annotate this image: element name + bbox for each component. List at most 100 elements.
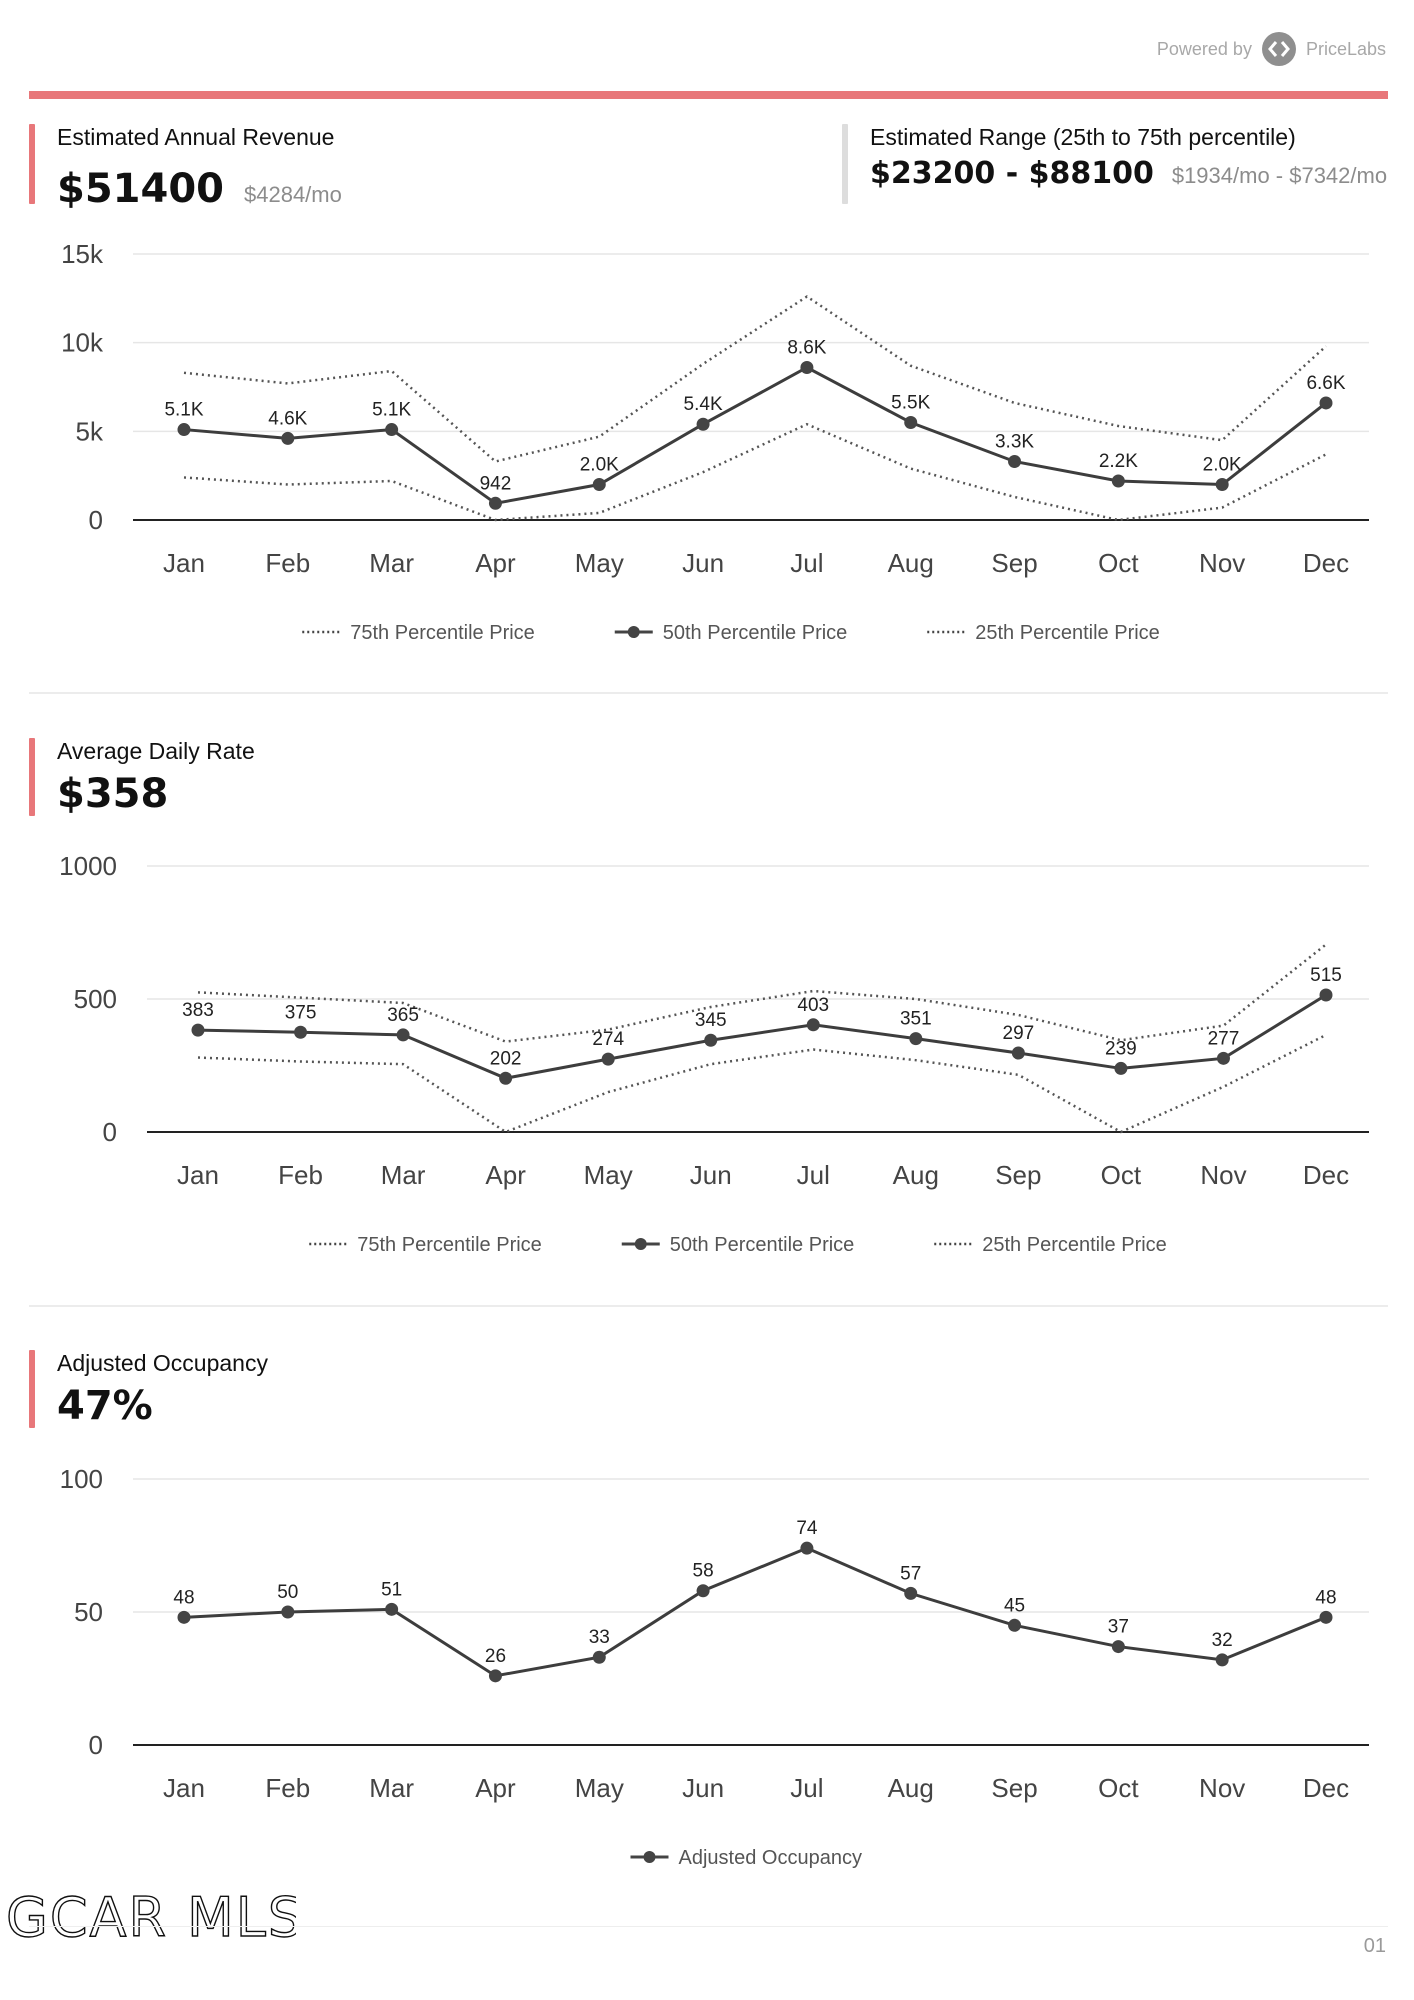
data-label: 2.0K — [580, 455, 619, 476]
data-label: 345 — [695, 1010, 727, 1031]
data-label: 2.0K — [1203, 455, 1242, 476]
legend-marker — [643, 1851, 656, 1863]
data-label: 239 — [1105, 1038, 1137, 1059]
data-label: 515 — [1310, 965, 1342, 986]
x-tick-label: Jun — [682, 548, 724, 578]
data-label: 45 — [1004, 1595, 1025, 1616]
data-label: 2.2K — [1099, 451, 1138, 472]
legend-marker — [627, 626, 640, 638]
x-tick-label: Jan — [163, 1773, 205, 1803]
data-point — [385, 1602, 399, 1616]
adr-label: Average Daily Rate — [57, 738, 255, 764]
x-tick-label: Sep — [991, 548, 1037, 578]
data-point — [281, 431, 295, 445]
data-point — [1111, 474, 1125, 488]
series-line-75th-percentile-price — [197, 943, 1327, 1043]
x-tick-label: Mar — [369, 548, 414, 578]
data-point — [904, 1586, 918, 1600]
x-tick-label: Aug — [888, 548, 934, 578]
revenue-value-row: $51400 $4284/mo — [57, 166, 342, 212]
data-point — [488, 1669, 502, 1683]
data-label: 5.1K — [372, 400, 411, 421]
data-label: 48 — [173, 1587, 194, 1608]
data-point — [696, 1584, 710, 1598]
data-label: 26 — [485, 1646, 506, 1667]
range-monthly: $1934/mo - $7342/mo — [1171, 163, 1388, 188]
legend-label: Adjusted Occupancy — [679, 1847, 862, 1869]
data-label: 8.6K — [787, 337, 826, 358]
legend-marker — [634, 1238, 647, 1250]
x-tick-label: Feb — [278, 1160, 323, 1190]
occupancy-accent — [29, 1350, 35, 1428]
range-label: Estimated Range (25th to 75th percentile… — [870, 124, 1296, 150]
legend-label: 75th Percentile Price — [357, 1234, 542, 1256]
data-point — [396, 1028, 410, 1042]
series-line-25th-percentile-price — [183, 422, 1327, 522]
x-tick-label: Jan — [163, 548, 205, 578]
data-point — [904, 415, 918, 429]
x-tick-label: Sep — [991, 1773, 1037, 1803]
x-tick-label: Apr — [475, 1773, 516, 1803]
series-line-75th-percentile-price — [183, 295, 1327, 463]
section-divider — [29, 1305, 1388, 1307]
x-tick-label: Jun — [682, 1773, 724, 1803]
y-tick-label: 5k — [76, 416, 104, 446]
data-point — [385, 423, 399, 437]
header-accent-bar — [29, 91, 1388, 99]
data-label: 351 — [900, 1009, 932, 1030]
x-tick-label: Aug — [888, 1773, 934, 1803]
x-tick-label: May — [575, 1773, 624, 1803]
gcar-mls-logo: GCAR MLS — [6, 1888, 296, 1944]
data-label: 365 — [387, 1005, 419, 1026]
powered-by: Powered by PriceLabs — [1157, 32, 1386, 66]
page-number: 01 — [1363, 1935, 1386, 1957]
adr-value: $358 — [57, 771, 169, 817]
legend-label: 50th Percentile Price — [670, 1234, 855, 1256]
x-tick-label: Dec — [1303, 1773, 1349, 1803]
range-value: $23200 - $88100 — [870, 156, 1154, 191]
data-point — [488, 496, 502, 510]
x-tick-label: Nov — [1200, 1160, 1246, 1190]
series-line-adjusted-occupancy — [183, 1546, 1327, 1678]
revenue-accent — [29, 124, 35, 204]
x-tick-label: Nov — [1199, 1773, 1245, 1803]
revenue-monthly: $4284/mo — [244, 182, 342, 207]
data-label: 74 — [796, 1518, 818, 1539]
occupancy-value: 47% — [57, 1383, 153, 1429]
x-tick-label: May — [575, 548, 624, 578]
x-tick-label: Feb — [265, 1773, 310, 1803]
x-tick-label: Nov — [1199, 548, 1245, 578]
x-tick-label: Mar — [381, 1160, 426, 1190]
x-tick-label: Oct — [1101, 1160, 1142, 1190]
data-point — [1008, 1618, 1022, 1632]
section-divider — [29, 692, 1388, 694]
x-tick-label: Jan — [177, 1160, 219, 1190]
data-point — [1011, 1046, 1025, 1060]
x-tick-label: Oct — [1098, 548, 1139, 578]
data-label: 50 — [277, 1582, 298, 1603]
y-tick-label: 15k — [61, 239, 104, 269]
data-label: 5.4K — [684, 394, 723, 415]
footer-line — [29, 1926, 1388, 1927]
data-point — [1215, 478, 1229, 492]
data-point — [1319, 988, 1333, 1002]
data-point — [294, 1025, 308, 1039]
data-point — [191, 1023, 205, 1037]
x-tick-label: Mar — [369, 1773, 414, 1803]
legend-label: 50th Percentile Price — [663, 622, 848, 644]
occupancy-label: Adjusted Occupancy — [57, 1350, 268, 1376]
data-label: 5.1K — [164, 400, 203, 421]
data-point — [1111, 1640, 1125, 1654]
occupancy-chart: 0 50 100 Jan Feb Mar Apr May Jun Jul Aug Sep Oct Nov D… — [60, 1464, 1369, 1869]
legend-label: 25th Percentile Price — [975, 622, 1160, 644]
x-tick-label: Jul — [790, 548, 823, 578]
pricelabs-logo-icon — [1261, 32, 1296, 66]
data-point — [601, 1052, 615, 1066]
data-label: 297 — [1003, 1023, 1035, 1044]
x-tick-label: Jun — [690, 1160, 732, 1190]
data-label: 51 — [381, 1579, 402, 1600]
x-tick-label: Dec — [1303, 1160, 1349, 1190]
data-point — [704, 1033, 718, 1047]
data-point — [592, 478, 606, 492]
y-tick-label: 0 — [89, 505, 103, 535]
